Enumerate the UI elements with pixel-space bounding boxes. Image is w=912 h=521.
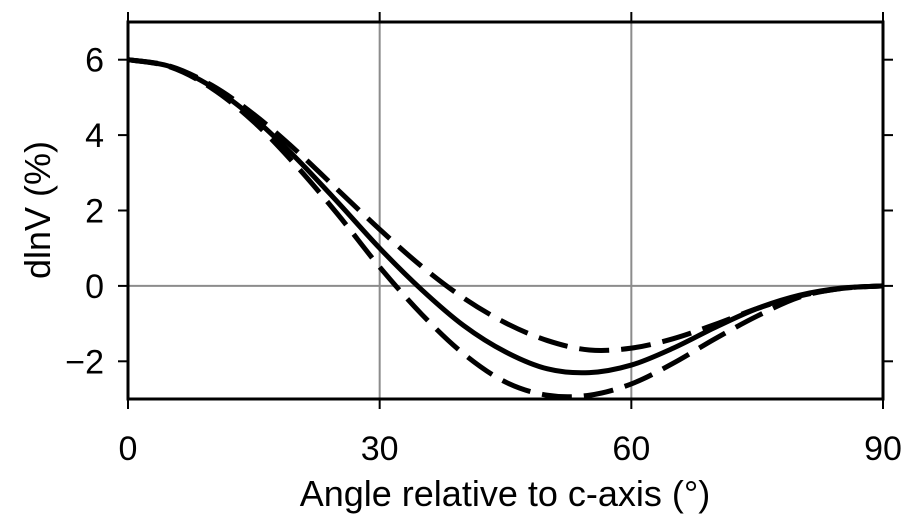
x-tick-label: 30 bbox=[361, 430, 399, 468]
x-tick-label: 60 bbox=[612, 430, 650, 468]
x-tick-label: 0 bbox=[119, 430, 138, 468]
y-tick-label: 6 bbox=[85, 42, 104, 80]
x-tick-label: 90 bbox=[864, 430, 902, 468]
x-axis-title: Angle relative to c-axis (°) bbox=[300, 473, 711, 514]
y-tick-label: −2 bbox=[65, 343, 104, 381]
y-tick-label: 0 bbox=[85, 268, 104, 306]
series-line-3-dashed bbox=[127, 57, 884, 400]
grid-lines bbox=[128, 22, 883, 399]
y-tick-label: 2 bbox=[85, 193, 104, 231]
plot-frame bbox=[126, 20, 885, 401]
y-tick-label: 4 bbox=[85, 117, 104, 155]
y-axis-title: dlnV (%) bbox=[17, 141, 58, 279]
series-line-2-dashed bbox=[127, 57, 884, 353]
series-group bbox=[127, 57, 884, 400]
axis-ticks: 0 30 60 90 −2 0 2 4 6 bbox=[65, 12, 902, 468]
series-line-1-solid bbox=[127, 57, 884, 376]
